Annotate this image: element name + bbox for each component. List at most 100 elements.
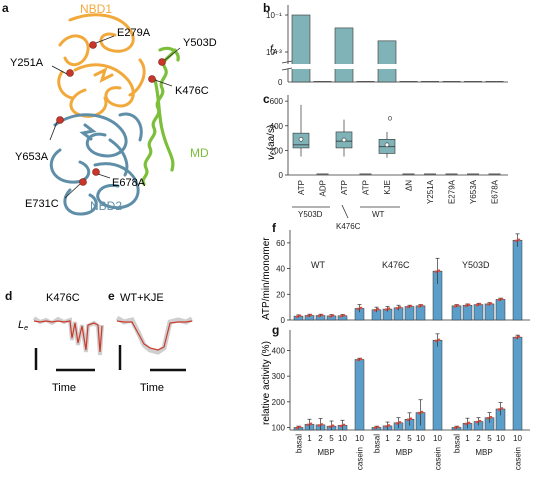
panel-f-dot-a-1-0 [373, 308, 377, 312]
panel-c-xlabel-1: ADP [319, 180, 328, 196]
panel-c-ytick-0: 0 [279, 171, 284, 180]
panel-f-dot-b-0-0 [298, 314, 302, 317]
panel-f-group-wt: WT [311, 260, 325, 270]
panel-c-xlabel-0: ATP [297, 180, 306, 195]
panel-a: a [2, 1, 217, 216]
panel-g-dot-b-0-2 [320, 423, 324, 426]
panel-c-mean-0 [298, 137, 304, 142]
panel-c-mean-4 [384, 142, 390, 148]
nbd1-ribbon [57, 13, 146, 118]
panel-g-xlabel-casein-0: casein [356, 447, 365, 470]
panel-f-bar-2-2 [473, 304, 484, 321]
panel-b-bar-2 [334, 27, 354, 83]
panel-f-bar-2-4 [495, 299, 506, 321]
panel-d-trace [33, 320, 103, 353]
panel-f-dot-b-0-4 [342, 313, 346, 317]
label-e678a: E678A [112, 177, 146, 189]
panel-g-xlabel-basal-2: basal [453, 434, 462, 453]
panel-c-xlabel-5: ΔN [405, 180, 414, 191]
panel-c-xlabel-9: E678A [491, 179, 500, 204]
panel-f-dot-a-1-3 [406, 305, 410, 309]
panel-f-dot-a-0-4 [339, 314, 343, 318]
panel-d-title: K476C [46, 292, 80, 304]
panel-c-ylabel: vt (aa/s) [266, 125, 278, 160]
panel-g-ytick-1: 200 [272, 398, 286, 407]
panel-f-dot-a-2-4 [497, 298, 501, 302]
panel-g-xlabel-basal-1: basal [373, 434, 382, 453]
label-y503d: Y503D [183, 37, 217, 49]
panel-c-xlabels: ATP ADP ATP ATP KJE ΔN Y251A E279A Y653A E678A [297, 179, 500, 204]
panel-g-xlabel-2-3: 5 [487, 434, 492, 443]
panel-g-xlabel-casein-1: casein [434, 447, 443, 470]
panel-f-dot-b-0-1 [309, 313, 313, 317]
panel-g-dot-a-0-0 [295, 426, 299, 430]
panel-f-bar-2-3 [484, 303, 495, 321]
panel-f-ytick-2: 40 [276, 265, 285, 274]
marker-y653a [56, 116, 64, 124]
md-ribbon [141, 46, 180, 186]
panel-b-ytick-0: 10⁻¹ [266, 11, 282, 20]
panel-g-dot-b-1-3 [409, 417, 413, 421]
panel-g-yticks: 100 200 300 400 [272, 347, 290, 432]
panel-g-dot-b-1-2 [398, 421, 402, 424]
panel-g-dot-b-2-1 [467, 421, 471, 425]
panel-g-xlabel-1-2: 2 [396, 434, 401, 443]
panel-g-dot-b-1-5 [437, 338, 441, 342]
panel-d: d K476C Le Time [5, 289, 104, 394]
panel-f-dot-a-2-2 [475, 303, 479, 307]
panel-g-dot-a-2-1 [464, 422, 468, 426]
panel-f-dot-b-2-0 [456, 304, 460, 307]
panel-g-dot-a-1-2 [395, 422, 399, 425]
panel-g-xlabel-mbp-0: MBP [317, 448, 334, 457]
panel-g-xlabel-10b-1: 10 [433, 434, 442, 443]
panel-c-group-wt: WT [372, 210, 385, 219]
panel-f-dot-a-0-0 [295, 315, 299, 318]
panel-g-dot-b-2-4 [500, 407, 504, 410]
panel-g-dot-a-1-5 [434, 339, 438, 343]
panel-g-xlabel-10b-0: 10 [355, 434, 364, 443]
panel-c: c vt (aa/s) 0 200 400 600 ATP ADP ATP ATP KJE ΔN… [263, 92, 508, 231]
panel-f-dot-a-0-3 [328, 315, 332, 318]
panel-f-group-k476c: K476C [382, 260, 410, 270]
panel-f-label: f [272, 221, 277, 235]
panel-g-dot-b-2-0 [456, 425, 460, 429]
panel-e: e WT+KJE Time [108, 289, 194, 394]
panel-b-bars [291, 14, 504, 83]
panel-g-xlabel-0-2: 2 [318, 434, 323, 443]
panel-f-bar-1-3 [404, 306, 415, 321]
panel-g-xlabel-mbp-2: MBP [475, 448, 492, 457]
nbd2-ribbon [49, 112, 143, 216]
panel-c-mean-2 [341, 137, 347, 143]
marker-e678a [92, 168, 100, 176]
panel-c-label: c [263, 92, 270, 106]
panel-c-xlabel-4: KJE [383, 180, 392, 195]
marker-k476c [148, 75, 156, 83]
panel-g-dot-a-1-0 [373, 426, 377, 430]
panel-g-bar-1-5 [432, 340, 443, 431]
panel-g: g relative activity (%) 100 200 300 400 bas… [261, 323, 530, 470]
label-k476c: K476C [175, 85, 209, 97]
panel-c-xlabel-3: ATP [362, 180, 371, 195]
panel-f-ytick-0: 0 [281, 316, 286, 325]
panel-g-dot-a-0-1 [306, 423, 310, 427]
panel-f: f ATP/min/monomer 0 20 40 60 WT K476C Y503D [261, 221, 530, 325]
panel-g-xlabel-mbp-1: MBP [395, 448, 412, 457]
panel-c-ytick-2: 400 [270, 122, 284, 131]
panel-f-dot-b-1-1 [387, 307, 391, 310]
panel-b: b fA 10⁻¹ 10⁻³ 0 [263, 1, 512, 87]
panel-g-dot-a-0-4 [339, 424, 343, 428]
panel-f-dot-a-2-5 [514, 239, 518, 243]
domain-label-md: MD [190, 146, 209, 160]
panel-g-xlabel-1-1: 1 [385, 434, 390, 443]
panel-e-title: WT+KJE [120, 292, 164, 304]
panel-f-dot-a-1-5 [434, 270, 438, 273]
panel-f-dot-b-2-1 [467, 303, 471, 307]
panel-f-ylabel: ATP/min/monomer [261, 237, 272, 320]
domain-label-nbd2: NBD2 [90, 199, 122, 213]
panel-g-ytick-3: 400 [272, 347, 286, 356]
panel-g-dot-b-0-0 [298, 425, 302, 429]
panel-c-xlabel-2: ATP [340, 180, 349, 195]
panel-b-ylabel: fA [270, 44, 278, 56]
